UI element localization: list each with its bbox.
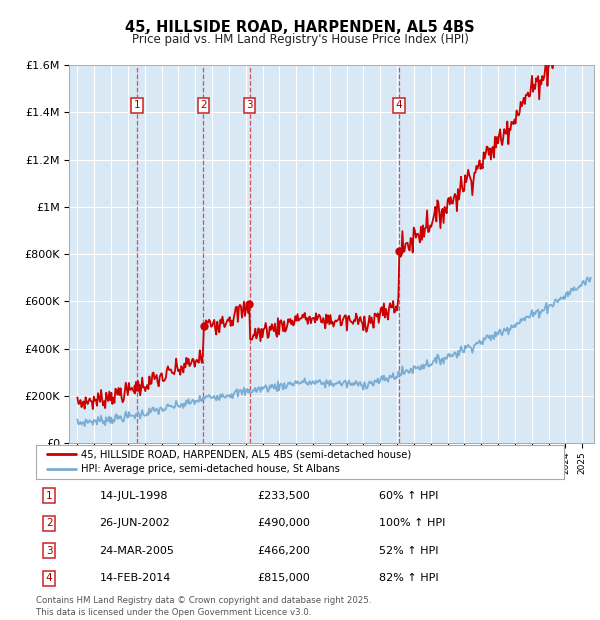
Text: 24-MAR-2005: 24-MAR-2005 — [100, 546, 174, 556]
Text: Contains HM Land Registry data © Crown copyright and database right 2025.
This d: Contains HM Land Registry data © Crown c… — [36, 596, 371, 618]
Text: £466,200: £466,200 — [258, 546, 311, 556]
Text: 52% ↑ HPI: 52% ↑ HPI — [379, 546, 439, 556]
Text: HPI: Average price, semi-detached house, St Albans: HPI: Average price, semi-detached house,… — [81, 464, 340, 474]
Text: £233,500: £233,500 — [258, 490, 311, 500]
Text: 4: 4 — [46, 574, 53, 583]
Text: 4: 4 — [396, 100, 403, 110]
Text: 82% ↑ HPI: 82% ↑ HPI — [379, 574, 439, 583]
Text: 3: 3 — [246, 100, 253, 110]
Text: 45, HILLSIDE ROAD, HARPENDEN, AL5 4BS (semi-detached house): 45, HILLSIDE ROAD, HARPENDEN, AL5 4BS (s… — [81, 449, 411, 459]
Text: 3: 3 — [46, 546, 53, 556]
Text: Price paid vs. HM Land Registry's House Price Index (HPI): Price paid vs. HM Land Registry's House … — [131, 33, 469, 46]
Text: 100% ↑ HPI: 100% ↑ HPI — [379, 518, 446, 528]
Text: £815,000: £815,000 — [258, 574, 311, 583]
Text: 14-JUL-1998: 14-JUL-1998 — [100, 490, 168, 500]
Text: 60% ↑ HPI: 60% ↑ HPI — [379, 490, 439, 500]
Text: 45, HILLSIDE ROAD, HARPENDEN, AL5 4BS: 45, HILLSIDE ROAD, HARPENDEN, AL5 4BS — [125, 20, 475, 35]
Text: £490,000: £490,000 — [258, 518, 311, 528]
Text: 2: 2 — [46, 518, 53, 528]
Text: 14-FEB-2014: 14-FEB-2014 — [100, 574, 171, 583]
Text: 1: 1 — [46, 490, 53, 500]
Text: 1: 1 — [134, 100, 140, 110]
Text: 2: 2 — [200, 100, 207, 110]
Text: 26-JUN-2002: 26-JUN-2002 — [100, 518, 170, 528]
